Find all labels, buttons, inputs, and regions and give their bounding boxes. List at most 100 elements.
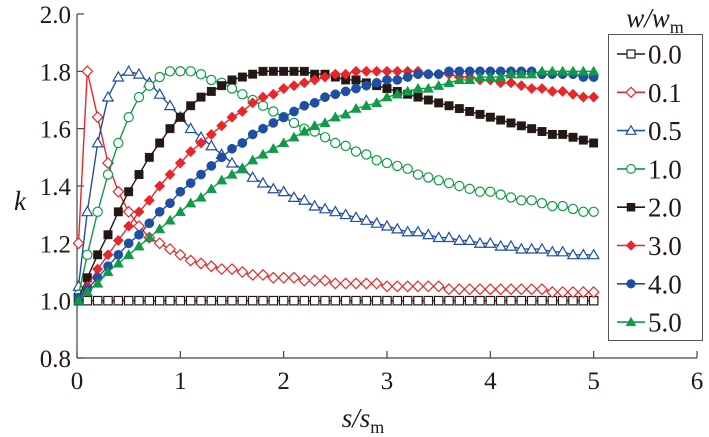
data-point (163, 243, 177, 256)
data-point (557, 85, 569, 97)
data-point (319, 117, 331, 128)
data-point (82, 249, 93, 260)
data-point (391, 222, 404, 234)
data-point (381, 91, 393, 102)
data-point (309, 98, 320, 108)
data-point (256, 176, 270, 188)
data-point (124, 187, 134, 197)
data-point (267, 271, 280, 284)
data-point (567, 88, 579, 100)
data-point (206, 74, 217, 86)
data-point (206, 295, 217, 306)
data-point (277, 185, 290, 197)
data-point (505, 192, 517, 203)
data-point (413, 69, 423, 80)
data-point (196, 169, 206, 180)
legend-item-0-5: 0.5 (617, 116, 682, 146)
data-point (588, 206, 599, 217)
data-point (412, 82, 424, 93)
data-point (567, 65, 579, 76)
data-point (102, 266, 114, 277)
data-point (475, 295, 485, 306)
data-point (82, 295, 93, 306)
data-point (289, 106, 299, 117)
data-point (536, 197, 548, 209)
data-point (444, 295, 454, 306)
data-point (81, 205, 94, 217)
data-point (402, 295, 413, 306)
x-tick-label: 2 (277, 368, 290, 395)
data-point (185, 178, 196, 188)
data-point (185, 66, 196, 77)
data-point (143, 231, 155, 242)
data-point (154, 206, 165, 217)
data-point (258, 123, 268, 134)
data-point (205, 139, 218, 151)
data-point (175, 112, 185, 122)
data-point (557, 65, 569, 76)
data-point (289, 295, 299, 306)
data-point (278, 112, 289, 123)
data-point (382, 75, 392, 85)
data-point (340, 108, 352, 119)
data-point (485, 295, 496, 306)
data-point (195, 191, 207, 202)
data-point (350, 102, 362, 113)
data-point (72, 294, 85, 305)
data-point (495, 71, 507, 82)
data-point (123, 295, 134, 306)
data-point (133, 206, 145, 218)
data-point (113, 137, 124, 149)
data-point (318, 274, 332, 287)
data-point (154, 180, 166, 192)
data-point (164, 66, 176, 77)
data-point (154, 223, 166, 234)
data-point (423, 295, 434, 306)
data-point (535, 242, 549, 254)
legend-label: 5.0 (648, 308, 682, 338)
x-tick-label: 4 (484, 368, 497, 395)
data-point (257, 91, 269, 103)
data-point (134, 295, 144, 306)
data-point (278, 137, 290, 148)
data-point (122, 205, 135, 218)
data-point (516, 295, 527, 306)
legend-item-1-0: 1.0 (617, 154, 682, 184)
data-point (371, 154, 382, 166)
y-tick-labels: 0.8 1.0 1.2 1.4 1.6 1.8 2.0 (40, 2, 72, 373)
data-point (113, 207, 123, 217)
legend-marker-icon (625, 240, 637, 251)
data-point (195, 68, 207, 80)
data-point (588, 65, 600, 76)
legend-label: 0.1 (648, 78, 682, 108)
data-point (361, 80, 372, 91)
data-point (216, 152, 227, 163)
data-point (382, 295, 392, 306)
series-line (77, 70, 594, 296)
data-point (453, 283, 466, 296)
legend-label: 1.0 (648, 154, 682, 184)
data-point (164, 168, 176, 181)
data-point (319, 132, 331, 143)
data-point (496, 115, 506, 125)
data-point (247, 97, 259, 109)
data-point (217, 81, 227, 91)
data-point (423, 95, 433, 105)
data-point (226, 83, 238, 94)
data-point (153, 237, 166, 250)
data-point (154, 295, 165, 306)
data-point (526, 295, 537, 306)
y-tick-label: 1.4 (40, 174, 72, 201)
legend-marker-icon (625, 86, 637, 99)
data-point (92, 295, 103, 306)
series-5-0 (72, 65, 600, 305)
data-point (186, 101, 196, 111)
data-point (92, 277, 104, 288)
data-point (495, 295, 506, 306)
data-point (143, 194, 155, 206)
data-point (184, 254, 197, 267)
data-point (516, 121, 526, 131)
data-point (258, 295, 268, 306)
data-point (589, 138, 599, 148)
